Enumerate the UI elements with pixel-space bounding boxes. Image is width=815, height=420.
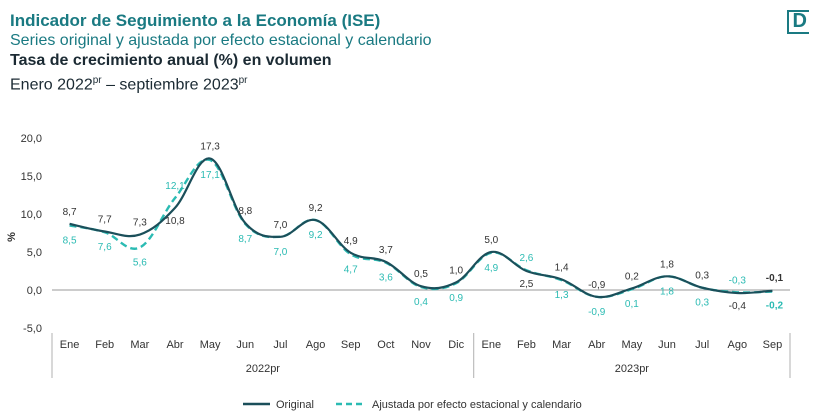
chart-title: Indicador de Seguimiento a la Economía (…: [10, 11, 381, 30]
x-tick-label: Feb: [95, 339, 114, 351]
y-tick-label: 10,0: [21, 209, 42, 221]
data-label-adjusted: 17,1: [200, 170, 220, 181]
x-tick-label: Ene: [481, 339, 501, 351]
data-label-adjusted: 7,0: [273, 247, 287, 258]
y-tick-label: 5,0: [27, 247, 42, 259]
data-label-adjusted: -0,3: [729, 275, 747, 286]
year-group-label: 2022pr: [246, 363, 281, 375]
data-label-original: 3,7: [379, 245, 393, 256]
x-tick-label: Dic: [448, 339, 464, 351]
year-group-label: 2023pr: [615, 363, 650, 375]
x-tick-label: Sep: [341, 339, 361, 351]
data-label-adjusted: 1,3: [555, 290, 569, 301]
data-label-original: 7,0: [273, 220, 287, 231]
data-label-original: 17,3: [200, 142, 220, 153]
data-label-adjusted: 4,9: [484, 263, 498, 274]
x-tick-label: Sep: [763, 339, 783, 351]
period-start: Enero 2022: [10, 76, 93, 94]
chart-subtitle: Series original y ajustada por efecto es…: [10, 32, 432, 49]
data-label-original: 1,8: [660, 259, 674, 270]
data-label-adjusted: 12,1: [165, 181, 185, 192]
measure-heading: Tasa de crecimiento anual (%) en volumen: [10, 52, 332, 69]
x-tick-label: Jun: [658, 339, 676, 351]
data-label-original: 7,3: [133, 218, 147, 229]
y-tick-label: 20,0: [21, 133, 42, 145]
y-tick-label: -5,0: [23, 323, 42, 335]
y-tick-label: 15,0: [21, 171, 42, 183]
period-end: – septiembre 2023: [101, 76, 239, 94]
legend-label-original: Original: [276, 399, 314, 411]
data-label-adjusted: 7,6: [98, 242, 112, 253]
data-label-original: -0,1: [766, 273, 784, 284]
data-label-adjusted: 8,7: [238, 234, 252, 245]
y-axis-label: %: [6, 232, 18, 242]
data-label-original: -0,9: [588, 280, 606, 291]
x-tick-label: May: [621, 339, 642, 351]
data-label-original: 0,5: [414, 269, 428, 280]
data-label-original: -0,4: [729, 301, 747, 312]
chart-header: Indicador de Seguimiento a la Economía (…: [10, 10, 770, 95]
data-label-adjusted: 3,6: [379, 273, 393, 284]
data-label-original: 4,9: [344, 236, 358, 247]
data-label-original: 1,4: [555, 262, 569, 273]
data-label-adjusted: 4,7: [344, 264, 358, 275]
data-label-original: 7,7: [98, 214, 112, 225]
data-label-original: 2,5: [519, 279, 533, 290]
data-label-adjusted: 0,4: [414, 297, 428, 308]
x-tick-label: Ago: [727, 339, 747, 351]
data-label-adjusted: 1,8: [660, 286, 674, 297]
data-label-adjusted: 8,5: [63, 235, 77, 246]
data-label-original: 0,3: [695, 271, 709, 282]
data-label-original: 9,2: [309, 203, 323, 214]
x-tick-label: Mar: [552, 339, 571, 351]
logo-letter: D: [792, 10, 807, 32]
x-tick-label: Oct: [377, 339, 394, 351]
y-tick-label: 0,0: [27, 285, 42, 297]
x-tick-label: Abr: [588, 339, 605, 351]
x-tick-label: Jul: [695, 339, 709, 351]
x-tick-label: Nov: [411, 339, 431, 351]
data-label-adjusted: 0,9: [449, 293, 463, 304]
data-label-original: 5,0: [484, 235, 498, 246]
period-end-pr: pr: [238, 75, 248, 86]
series-line-original: [69, 157, 773, 299]
data-label-adjusted: 0,1: [625, 299, 639, 310]
dane-logo-icon: [787, 10, 809, 34]
x-tick-label: Feb: [517, 339, 536, 351]
x-tick-label: Ago: [306, 339, 326, 351]
data-label-original: 8,7: [63, 207, 77, 218]
x-tick-label: Jun: [236, 339, 254, 351]
x-tick-label: Jul: [273, 339, 287, 351]
data-label-adjusted: 0,3: [695, 298, 709, 309]
data-label-original: 8,8: [238, 206, 252, 217]
data-label-adjusted: 9,2: [309, 230, 323, 241]
x-tick-label: Mar: [130, 339, 149, 351]
data-label-adjusted: 5,6: [133, 257, 147, 268]
legend-label-adjusted: Ajustada por efecto estacional y calenda…: [372, 399, 582, 411]
data-label-adjusted: 2,6: [519, 253, 533, 264]
x-tick-label: May: [200, 339, 221, 351]
x-tick-label: Ene: [60, 339, 80, 351]
data-label-original: 0,2: [625, 271, 639, 282]
period-start-pr: pr: [92, 75, 102, 86]
data-label-original: 10,8: [165, 216, 185, 227]
data-label-adjusted: -0,2: [766, 301, 784, 312]
data-label-adjusted: -0,9: [588, 307, 606, 318]
data-label-original: 1,0: [449, 265, 463, 276]
x-tick-label: Abr: [166, 339, 183, 351]
period-text: Enero 2022pr – septiembre 2023pr: [10, 71, 770, 95]
